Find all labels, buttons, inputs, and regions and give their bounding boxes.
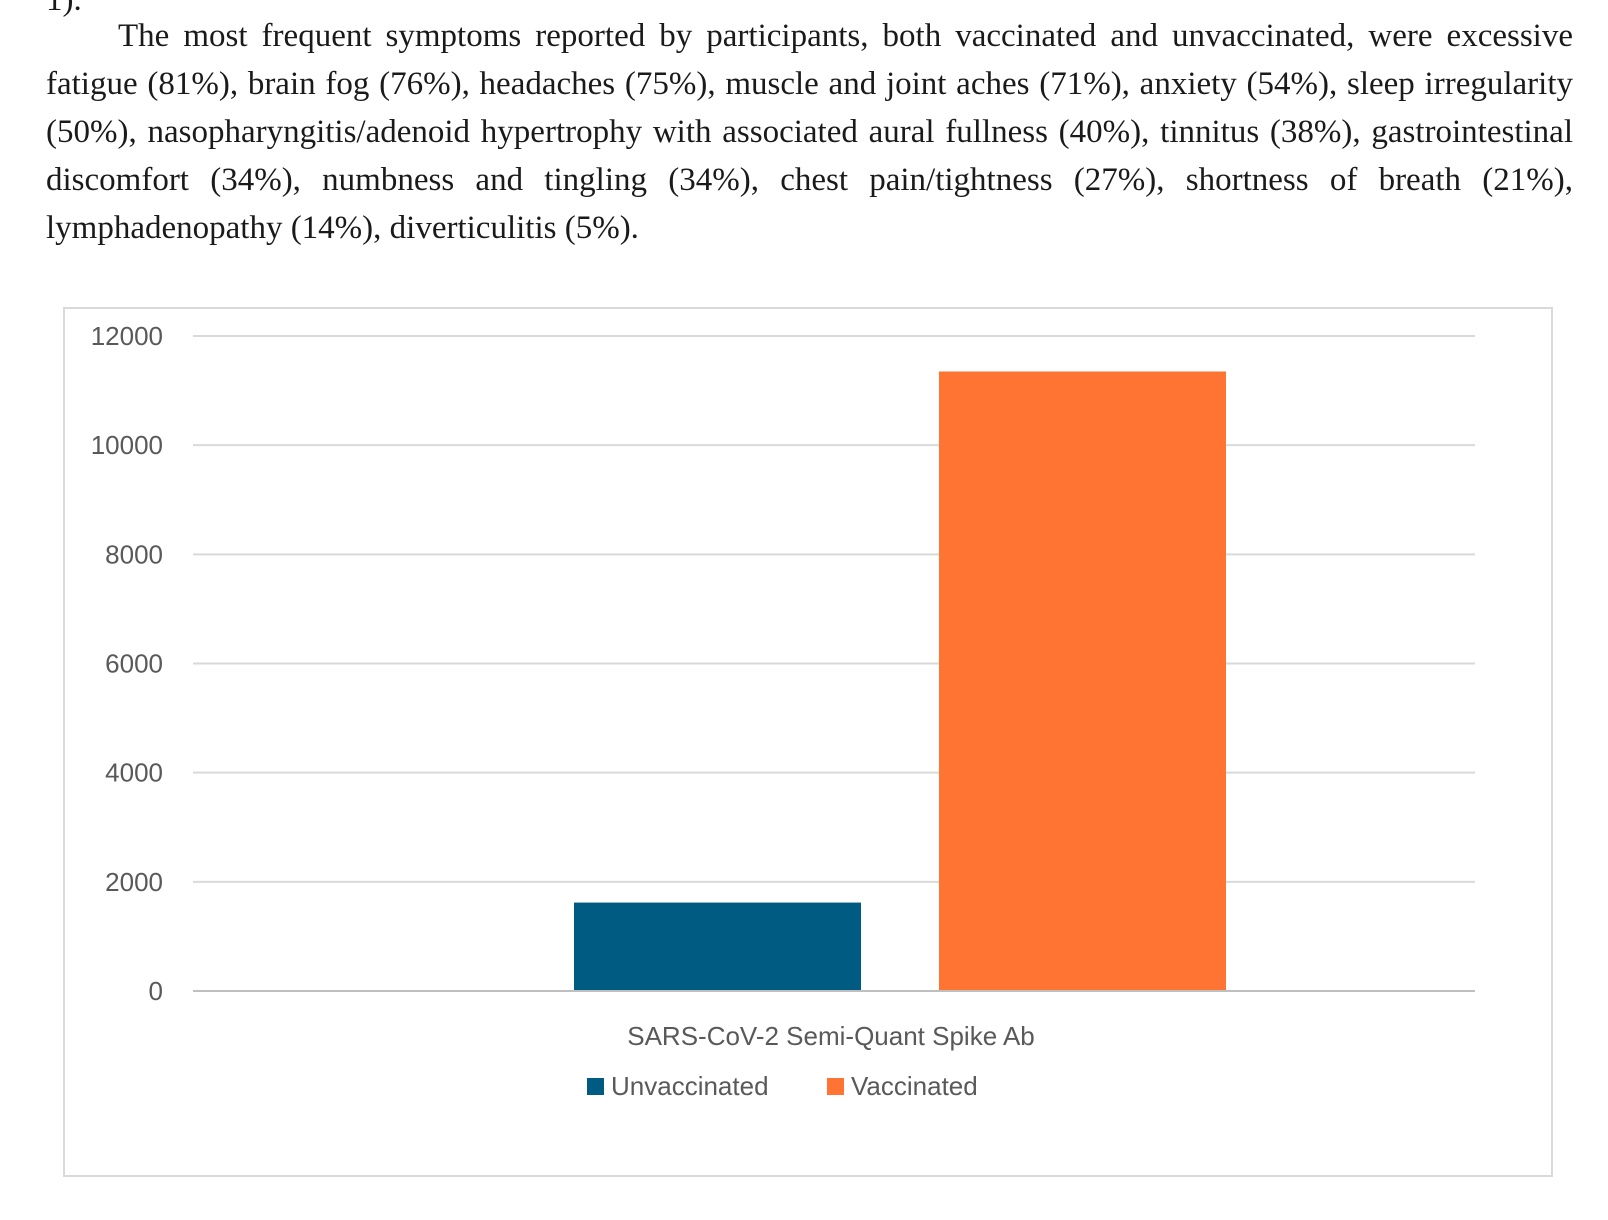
legend-label-vaccinated: Vaccinated [851, 1071, 978, 1101]
chart-frame: 0 2000 4000 6000 8000 10000 12000 SARS-CoV-2 S… [63, 307, 1553, 1177]
legend: Unvaccinated Vaccinated [587, 1071, 978, 1101]
bars [574, 371, 1226, 991]
bar-vaccinated [939, 371, 1226, 991]
y-axis-ticks: 0 2000 4000 6000 8000 10000 12000 [91, 321, 163, 1006]
y-tick-label-12000: 12000 [91, 321, 163, 351]
y-tick-label-2000: 2000 [105, 867, 163, 897]
spike-ab-bar-chart: 0 2000 4000 6000 8000 10000 12000 SARS-CoV-2 S… [91, 321, 1475, 1101]
x-category-label: SARS-CoV-2 Semi-Quant Spike Ab [627, 1021, 1035, 1051]
y-tick-label-10000: 10000 [91, 430, 163, 460]
legend-swatch-unvaccinated [587, 1078, 604, 1095]
y-tick-label-0: 0 [149, 976, 163, 1006]
bar-unvaccinated [574, 902, 861, 990]
legend-label-unvaccinated: Unvaccinated [611, 1071, 769, 1101]
y-tick-label-4000: 4000 [105, 758, 163, 788]
y-tick-label-6000: 6000 [105, 649, 163, 679]
clipped-previous-line: 1). [46, 0, 82, 18]
symptoms-paragraph: The most frequent symptoms reported by p… [46, 18, 1573, 246]
y-tick-label-8000: 8000 [105, 539, 163, 569]
legend-swatch-vaccinated [827, 1078, 844, 1095]
gridlines [193, 335, 1475, 992]
